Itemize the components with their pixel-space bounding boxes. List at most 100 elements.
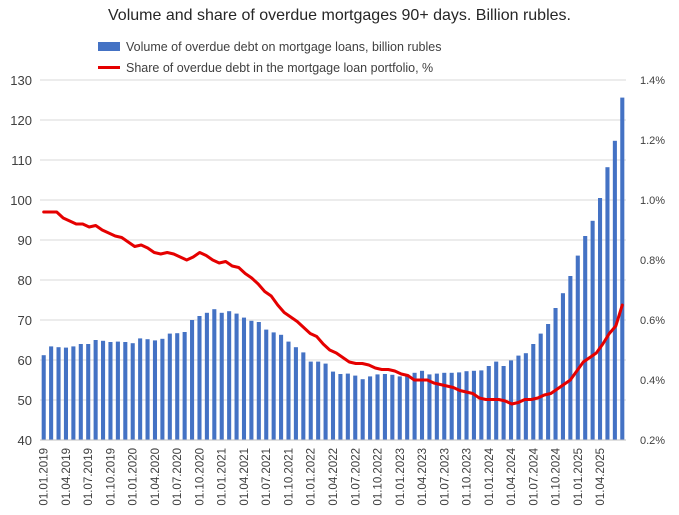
bar <box>86 344 91 440</box>
bar <box>546 324 551 440</box>
bar <box>108 342 113 440</box>
y-left-tick-label: 40 <box>18 433 32 448</box>
bar <box>175 333 180 440</box>
bar <box>612 140 617 441</box>
bar <box>442 372 447 440</box>
bar <box>516 355 521 440</box>
bar <box>583 236 588 440</box>
bar <box>78 344 83 440</box>
gridlines <box>40 79 626 441</box>
bar <box>138 338 143 440</box>
x-tick-label: 01.07.2019 <box>83 448 95 506</box>
legend-item-line: Share of overdue debt in the mortgage lo… <box>98 57 441 78</box>
x-tick-label: 01.04.2020 <box>150 448 162 506</box>
y-left-tick-label: 80 <box>18 273 32 288</box>
bar <box>308 361 313 440</box>
bar <box>115 341 120 440</box>
y-right-tick-label: 0.8% <box>640 255 665 267</box>
bar <box>501 366 506 440</box>
y-left-tick-label: 50 <box>18 393 32 408</box>
bar-series <box>41 97 625 441</box>
bar <box>405 374 410 440</box>
x-tick-label: 01.04.2021 <box>239 448 251 506</box>
y-right-tick-label: 1.0% <box>640 195 665 207</box>
bar <box>605 167 610 440</box>
bar <box>479 370 484 440</box>
bar <box>531 344 536 440</box>
bar <box>301 352 306 440</box>
x-tick-label: 01.01.2023 <box>395 448 407 506</box>
bar <box>464 371 469 440</box>
bar <box>590 220 595 440</box>
x-tick-label: 01.04.2022 <box>328 448 340 506</box>
bar <box>93 340 98 440</box>
x-tick-label: 01.07.2023 <box>439 448 451 506</box>
bar <box>264 329 269 440</box>
x-tick-label: 01.07.2022 <box>350 448 362 506</box>
x-tick-label: 01.10.2019 <box>105 448 117 506</box>
x-tick-label: 01.04.2023 <box>417 448 429 506</box>
x-tick-label: 01.10.2022 <box>373 448 385 506</box>
bar <box>471 370 476 440</box>
bar <box>397 376 402 440</box>
bar <box>345 373 350 440</box>
legend-line-swatch <box>98 66 120 69</box>
bar <box>234 313 239 440</box>
bar <box>219 312 224 440</box>
x-tick-label: 01.10.2024 <box>551 447 563 505</box>
x-tick-label: 01.04.2019 <box>61 448 73 506</box>
y-left-tick-label: 120 <box>10 113 32 128</box>
x-tick-label: 01.04.2025 <box>595 448 607 506</box>
x-tick-label: 01.01.2022 <box>306 448 318 506</box>
y-left-tick-label: 130 <box>10 73 32 88</box>
legend: Volume of overdue debt on mortgage loans… <box>98 36 441 78</box>
bar <box>130 343 135 440</box>
bar <box>575 255 580 440</box>
x-tick-label: 01.01.2021 <box>217 448 229 506</box>
bar <box>204 312 209 440</box>
bar <box>63 347 69 440</box>
y-left-tick-label: 100 <box>10 193 32 208</box>
bar <box>227 311 232 440</box>
bar <box>167 333 172 440</box>
bar <box>256 322 261 440</box>
bar <box>152 340 158 440</box>
bar <box>49 346 54 440</box>
bar <box>182 332 187 440</box>
y-left-tick-label: 70 <box>18 313 32 328</box>
bar <box>286 341 291 440</box>
bar <box>620 97 625 440</box>
bar <box>330 371 336 440</box>
y-right-tick-label: 0.4% <box>640 375 665 387</box>
bar <box>190 320 195 440</box>
bar <box>560 293 565 440</box>
bar <box>212 309 217 440</box>
bar <box>553 308 558 440</box>
bar <box>538 333 543 440</box>
left-axis: 40 50 60 70 80 90 100 110 120 130 <box>10 73 32 448</box>
y-right-tick-label: 1.4% <box>640 75 665 87</box>
bar <box>249 320 254 440</box>
bar <box>241 317 247 440</box>
bar <box>145 339 150 440</box>
y-left-tick-label: 90 <box>18 233 32 248</box>
y-left-tick-label: 110 <box>11 153 32 168</box>
bar <box>486 366 491 440</box>
legend-bar-swatch <box>98 42 120 51</box>
x-tick-label: 01.01.2024 <box>484 447 496 505</box>
x-axis: 01.01.2019 01.04.2019 01.07.2019 01.10.2019… <box>39 439 626 506</box>
bar <box>123 342 128 440</box>
y-right-tick-label: 0.2% <box>640 435 665 447</box>
bar <box>71 346 76 440</box>
bar <box>457 372 462 440</box>
share-line <box>42 210 624 406</box>
bar <box>368 376 373 440</box>
bar <box>323 363 328 440</box>
bar <box>293 347 298 440</box>
bar <box>508 360 514 440</box>
bar <box>360 379 365 440</box>
x-tick-label: 01.07.2024 <box>528 447 540 505</box>
chart-title: Volume and share of overdue mortgages 90… <box>108 7 571 24</box>
bar <box>419 370 425 440</box>
